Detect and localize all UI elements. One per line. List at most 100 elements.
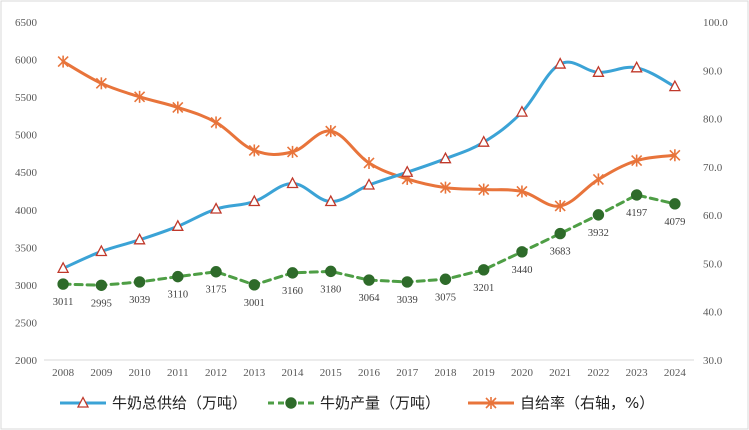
series-1-point (478, 264, 490, 276)
series-2-point (286, 145, 299, 158)
legend-label: 牛奶总供给（万吨） (112, 394, 247, 412)
series-2-point (172, 101, 184, 114)
series-0-point (171, 219, 184, 231)
x-tick-label: 2018 (434, 367, 457, 379)
x-tick-label: 2024 (664, 367, 687, 379)
x-tick-label: 2019 (473, 367, 496, 379)
legend-marker (76, 396, 90, 408)
legend-marker (485, 397, 497, 409)
data-label: 3011 (53, 297, 74, 308)
series-2-point (210, 116, 222, 129)
series-2-point (554, 199, 566, 212)
series-1-point (516, 246, 528, 258)
series-1-point (439, 273, 452, 285)
x-tick-label: 2011 (167, 367, 189, 379)
data-label: 3160 (282, 286, 303, 297)
data-label: 3440 (511, 265, 532, 276)
data-label: 3039 (129, 295, 150, 306)
data-label: 3039 (397, 295, 418, 306)
right-tick-label: 50.0 (703, 258, 723, 270)
series-2-point (95, 77, 107, 90)
series-2-point (134, 90, 146, 103)
series-1-point (172, 270, 184, 283)
series-1-point (592, 209, 605, 221)
data-label: 4197 (626, 208, 647, 219)
series-1-point (210, 266, 222, 278)
series-0-point (515, 105, 529, 117)
legend: 牛奶总供给（万吨） 牛奶产量（万吨） 自给率（右轴，%） (60, 394, 654, 412)
left-tick-label: 5000 (15, 130, 38, 142)
series-0-point (401, 165, 414, 177)
series-0-point (133, 232, 146, 245)
series-0-point (324, 194, 337, 207)
series-1-point (286, 267, 299, 279)
data-labels: 3011 2995 3039 3110 3175 3001 3160 3180 3064 3039… (53, 208, 686, 309)
data-label: 3001 (244, 298, 265, 309)
legend-label: 牛奶产量（万吨） (320, 394, 440, 412)
data-label: 3175 (206, 285, 227, 296)
left-tick-label: 5500 (15, 92, 38, 104)
series-2-point (631, 154, 643, 167)
left-tick-label: 2000 (15, 355, 38, 367)
series-0-point (95, 244, 108, 257)
data-label: 3180 (320, 284, 341, 295)
x-tick-label: 2008 (52, 367, 75, 379)
series-1-point (133, 276, 146, 288)
series-0-point (477, 135, 490, 147)
series-0-point (554, 57, 567, 69)
left-tick-label: 2500 (15, 317, 38, 329)
series-1-point (57, 278, 69, 290)
right-tick-label: 30.0 (703, 355, 723, 367)
right-tick-label: 80.0 (703, 114, 723, 126)
x-tick-label: 2023 (626, 367, 649, 379)
series-2-point (592, 173, 604, 186)
series-2-point (248, 144, 260, 157)
right-tick-label: 60.0 (703, 210, 723, 222)
legend-marker (285, 397, 297, 409)
x-tick-label: 2022 (587, 367, 609, 379)
series-1-point (325, 265, 337, 278)
legend-label: 自给率（右轴，%） (520, 394, 654, 412)
series-1-point (248, 279, 260, 291)
series-1-point (95, 279, 108, 291)
data-label: 3075 (435, 292, 456, 303)
series-0-point (668, 79, 681, 92)
series-0-point (439, 151, 452, 164)
legend-item: 牛奶产量（万吨） (268, 394, 440, 412)
x-tick-label: 2009 (90, 367, 113, 379)
x-tick-label: 2010 (129, 367, 152, 379)
x-tick-label: 2017 (396, 367, 419, 379)
data-label: 3110 (168, 290, 189, 301)
series-2-point (439, 181, 452, 194)
left-tick-label: 4000 (15, 205, 38, 217)
series-1-point (554, 227, 566, 240)
x-tick-label: 2014 (282, 367, 305, 379)
data-label: 2995 (91, 298, 112, 309)
left-axis-ticks: 6500 6000 5500 5000 4500 4000 3500 3000 2500 2000 (15, 17, 38, 367)
series-0-point (592, 65, 605, 77)
right-tick-label: 100.0 (703, 17, 728, 29)
x-tick-label: 2015 (320, 367, 343, 379)
right-tick-label: 40.0 (703, 307, 723, 319)
x-tick-label: 2013 (243, 367, 266, 379)
left-tick-label: 4500 (15, 167, 38, 179)
data-label: 3201 (473, 283, 494, 294)
left-tick-label: 3500 (15, 242, 38, 254)
series-2-point (516, 185, 528, 198)
series-2-point (57, 55, 69, 68)
series-2-point (669, 149, 681, 162)
left-tick-label: 6000 (15, 55, 38, 67)
x-tick-label: 2020 (511, 367, 534, 379)
series-2-point (478, 183, 490, 196)
x-tick-label: 2016 (358, 367, 381, 379)
data-label: 4079 (664, 217, 685, 228)
data-label: 3064 (359, 293, 381, 304)
series-0-point (630, 60, 643, 73)
data-label: 3932 (588, 228, 609, 239)
series-1-point (401, 276, 413, 288)
series-0-point (286, 176, 299, 189)
series-0-point (362, 178, 376, 190)
series-0-point (209, 202, 223, 214)
